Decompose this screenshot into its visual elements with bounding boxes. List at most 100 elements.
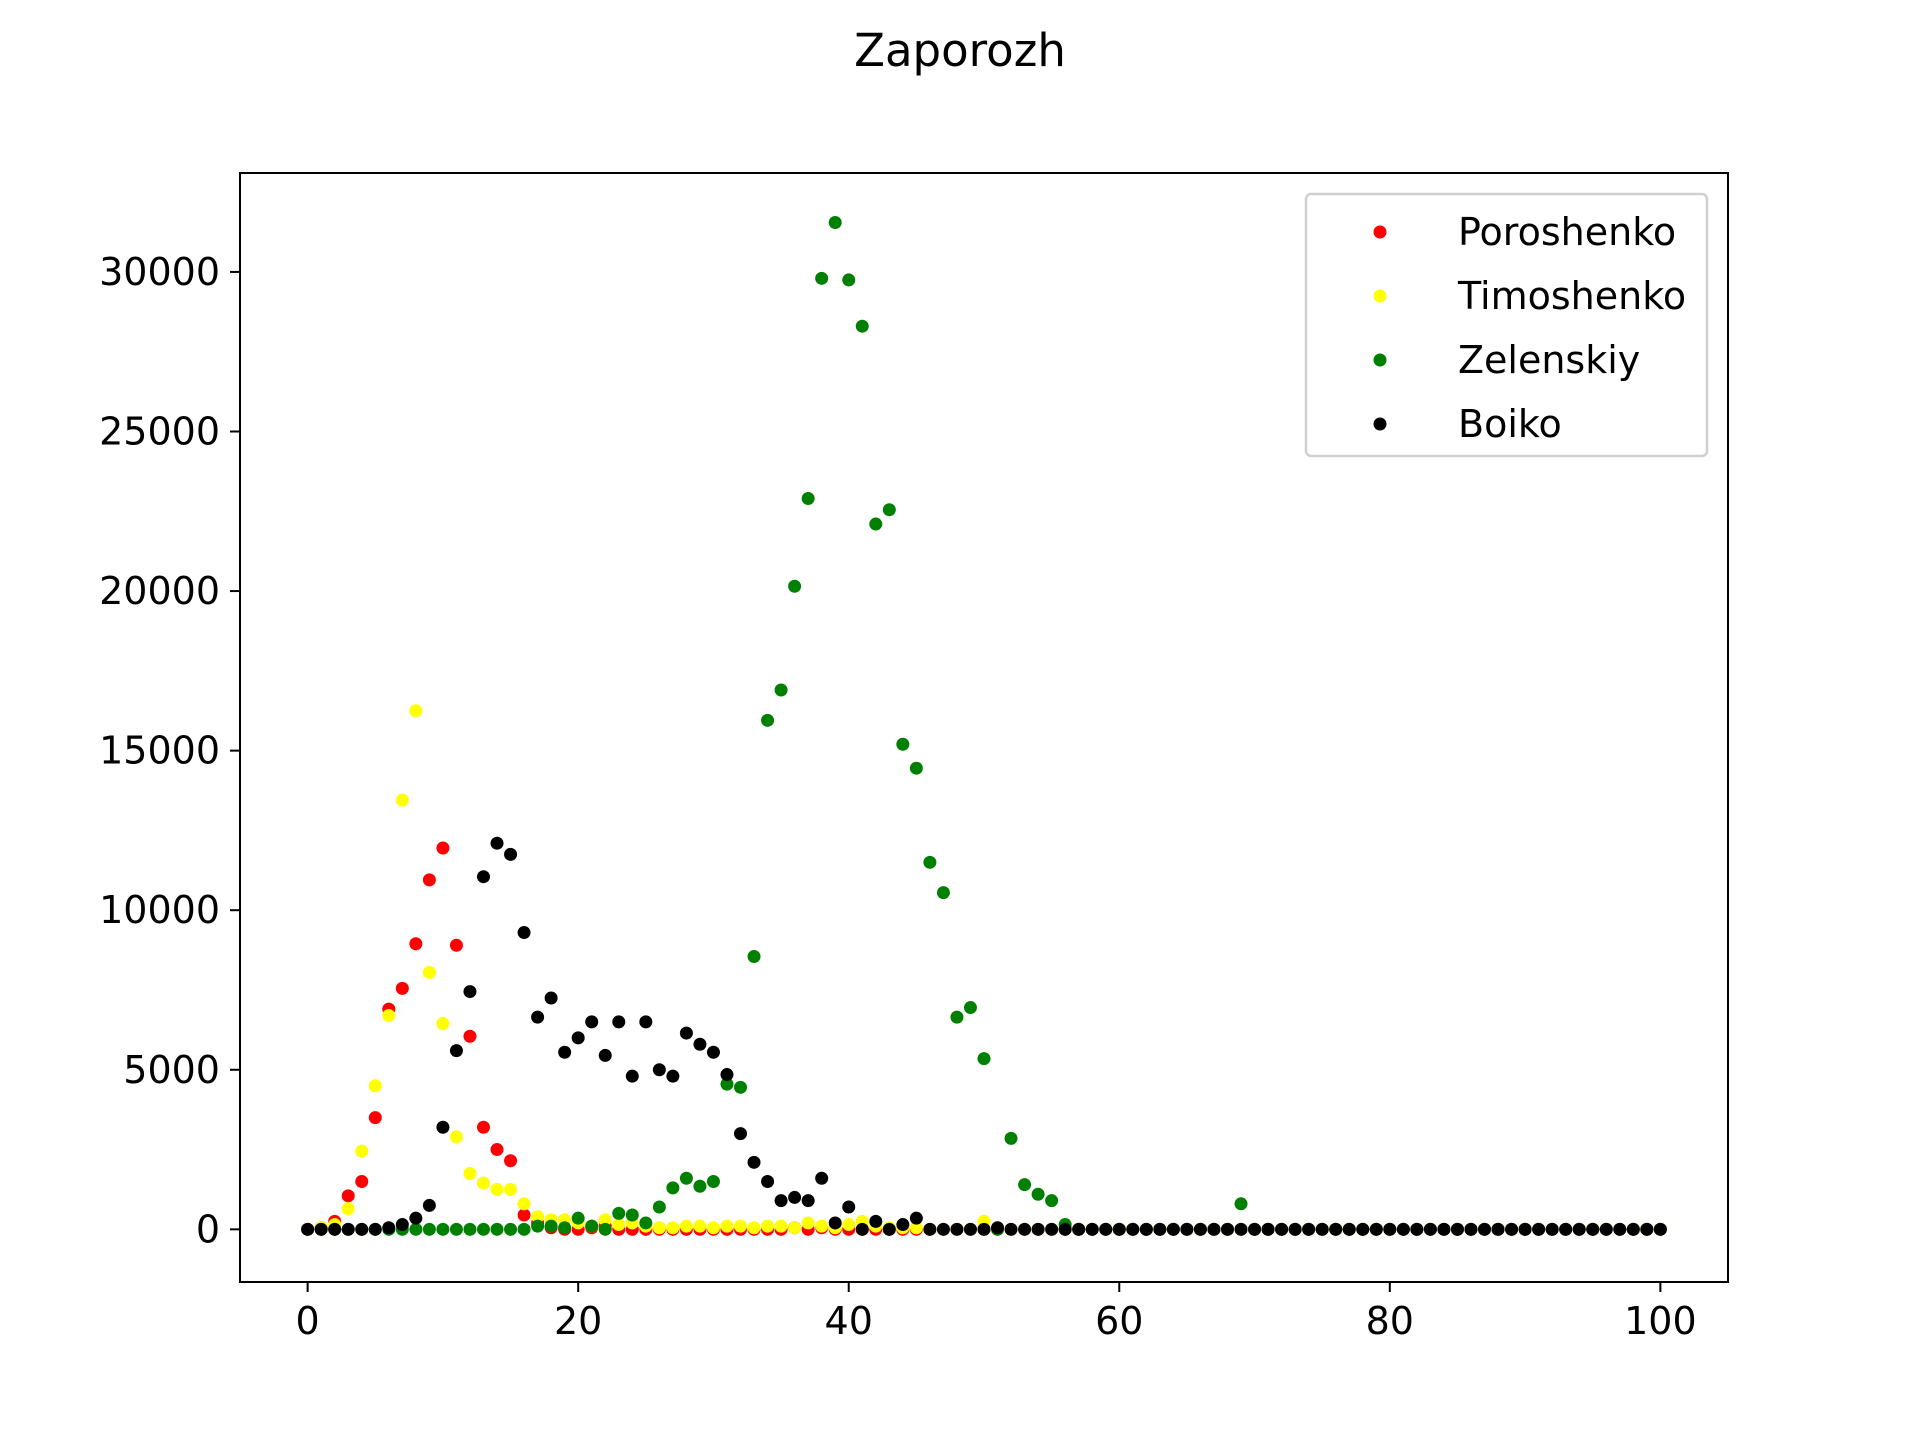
data-point bbox=[476, 1176, 490, 1190]
y-tick-label: 5000 bbox=[123, 1048, 220, 1092]
data-point bbox=[395, 793, 409, 807]
data-point bbox=[368, 1111, 382, 1125]
data-point bbox=[909, 761, 923, 775]
data-point bbox=[1423, 1222, 1437, 1236]
data-point bbox=[909, 1211, 923, 1225]
data-point bbox=[436, 841, 450, 855]
data-point bbox=[1004, 1222, 1018, 1236]
legend-marker bbox=[1373, 353, 1387, 367]
data-point bbox=[788, 579, 802, 593]
data-point bbox=[422, 965, 436, 979]
data-point bbox=[571, 1031, 585, 1045]
data-point bbox=[693, 1037, 707, 1051]
data-point bbox=[1572, 1222, 1586, 1236]
data-point bbox=[1085, 1222, 1099, 1236]
legend-item-poroshenko: Poroshenko bbox=[1373, 210, 1676, 254]
data-point bbox=[896, 1218, 910, 1232]
data-point bbox=[882, 1222, 896, 1236]
data-point bbox=[436, 1222, 450, 1236]
data-point bbox=[612, 1218, 626, 1232]
data-point bbox=[355, 1174, 369, 1188]
data-point bbox=[1031, 1187, 1045, 1201]
data-point bbox=[625, 1069, 639, 1083]
data-point bbox=[1329, 1222, 1343, 1236]
y-tick-label: 15000 bbox=[99, 729, 220, 773]
data-point bbox=[476, 1120, 490, 1134]
legend-item-timoshenko: Timoshenko bbox=[1373, 274, 1686, 318]
data-point bbox=[504, 1154, 518, 1168]
data-point bbox=[504, 1222, 518, 1236]
data-point bbox=[761, 713, 775, 727]
data-point bbox=[774, 1219, 788, 1233]
data-point bbox=[652, 1221, 666, 1235]
data-point bbox=[1004, 1131, 1018, 1145]
data-point bbox=[747, 1155, 761, 1169]
data-point bbox=[720, 1068, 734, 1082]
data-point bbox=[842, 1218, 856, 1232]
data-point bbox=[1613, 1222, 1627, 1236]
data-point bbox=[1356, 1222, 1370, 1236]
data-point bbox=[598, 1222, 612, 1236]
data-point bbox=[1640, 1222, 1654, 1236]
data-point bbox=[368, 1222, 382, 1236]
data-point bbox=[977, 1222, 991, 1236]
data-point bbox=[341, 1222, 355, 1236]
data-point bbox=[422, 1198, 436, 1212]
data-point bbox=[882, 503, 896, 517]
data-point bbox=[341, 1202, 355, 1216]
data-point bbox=[734, 1080, 748, 1094]
data-point bbox=[1410, 1222, 1424, 1236]
data-point bbox=[1369, 1222, 1383, 1236]
data-point bbox=[463, 1166, 477, 1180]
data-point bbox=[490, 1222, 504, 1236]
y-tick-label: 25000 bbox=[99, 410, 220, 454]
data-point bbox=[1099, 1222, 1113, 1236]
data-point bbox=[544, 1219, 558, 1233]
data-point bbox=[815, 1219, 829, 1233]
data-point bbox=[1491, 1222, 1505, 1236]
data-point bbox=[463, 1029, 477, 1043]
data-point bbox=[368, 1079, 382, 1093]
data-point bbox=[842, 1200, 856, 1214]
series-boiko bbox=[301, 836, 1667, 1236]
data-point bbox=[720, 1077, 734, 1091]
data-point bbox=[449, 938, 463, 952]
data-point bbox=[585, 1219, 599, 1233]
legend-marker bbox=[1373, 417, 1387, 431]
data-point bbox=[801, 1216, 815, 1230]
legend-label: Timoshenko bbox=[1457, 274, 1686, 318]
data-point bbox=[612, 1015, 626, 1029]
data-point bbox=[950, 1222, 964, 1236]
data-point bbox=[706, 1174, 720, 1188]
data-point bbox=[977, 1052, 991, 1066]
data-point bbox=[558, 1221, 572, 1235]
data-point bbox=[490, 1143, 504, 1157]
data-point bbox=[1166, 1222, 1180, 1236]
data-point bbox=[436, 1017, 450, 1030]
data-point bbox=[314, 1222, 328, 1236]
data-point bbox=[1288, 1222, 1302, 1236]
data-point bbox=[869, 1214, 883, 1228]
data-point bbox=[774, 683, 788, 697]
x-axis: 0 20 40 60 80 100 bbox=[296, 1282, 1697, 1343]
data-point bbox=[382, 1009, 396, 1023]
x-tick-label: 100 bbox=[1624, 1299, 1697, 1343]
data-point bbox=[761, 1174, 775, 1188]
x-tick-label: 40 bbox=[825, 1299, 873, 1343]
y-tick-label: 20000 bbox=[99, 569, 220, 613]
data-point bbox=[679, 1219, 693, 1233]
data-point bbox=[1342, 1222, 1356, 1236]
legend-item-zelenskiy: Zelenskiy bbox=[1373, 338, 1640, 382]
data-point bbox=[923, 1222, 937, 1236]
data-point bbox=[1018, 1222, 1032, 1236]
data-point bbox=[517, 926, 531, 940]
data-point bbox=[449, 1044, 463, 1058]
data-point bbox=[855, 319, 869, 333]
data-point bbox=[531, 1010, 545, 1024]
data-point bbox=[1234, 1222, 1248, 1236]
y-tick-label: 30000 bbox=[99, 250, 220, 294]
data-point bbox=[1586, 1222, 1600, 1236]
data-point bbox=[639, 1015, 653, 1029]
data-point bbox=[815, 271, 829, 285]
data-point bbox=[801, 1194, 815, 1208]
